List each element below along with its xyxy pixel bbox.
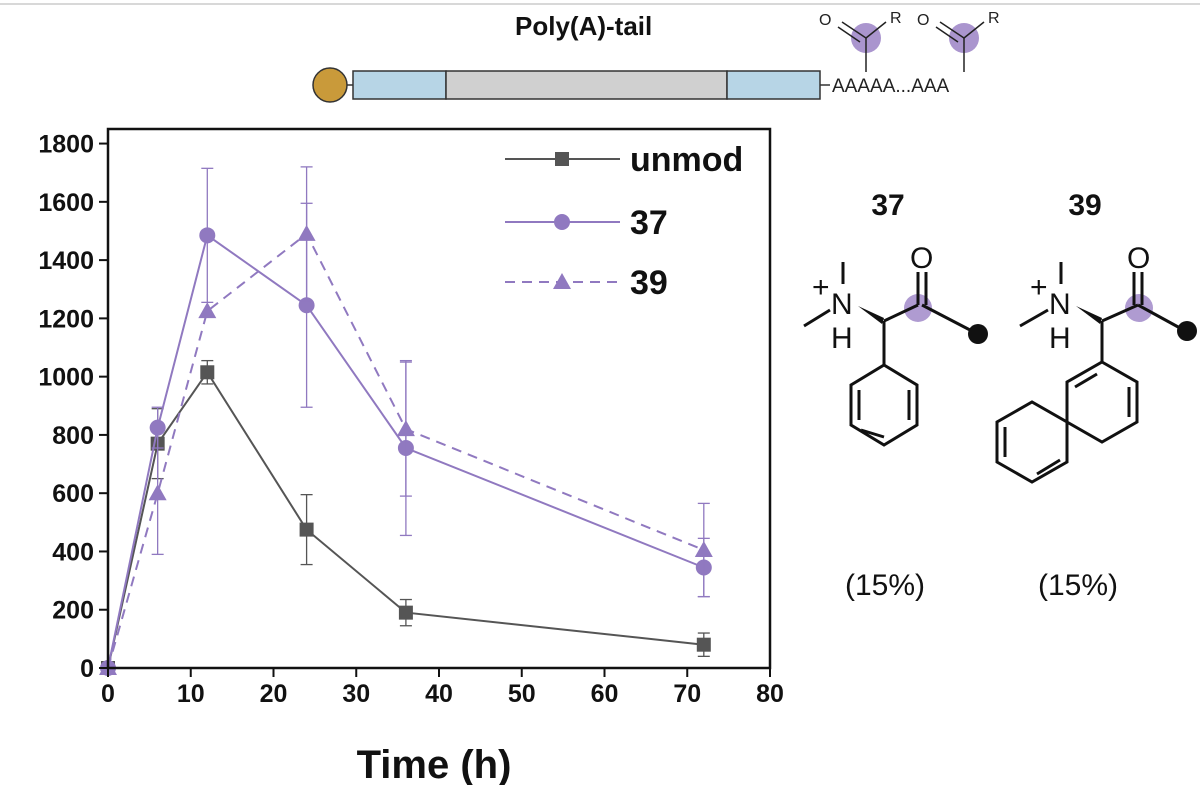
legend-label-unmod: unmod [630,141,743,179]
five-prime-utr [352,70,447,100]
x-tick-label: 60 [591,680,619,708]
oxygen-atom: O [910,242,933,275]
y-tick-label: 600 [52,480,94,508]
data-point-39 [148,484,167,501]
data-point-39 [694,541,713,558]
x-axis-label: Time (h) [357,743,512,785]
diagram-title: Poly(A)-tail [515,11,652,41]
r-group: R [890,10,902,27]
data-point-39 [396,420,415,437]
yield-percent: (15%) [845,569,925,602]
data-point-unmod [299,522,314,537]
yield-percent: (15%) [1038,569,1118,602]
bond-line [1019,308,1049,328]
x-tick-label: 50 [508,680,536,708]
y-tick-label: 400 [52,538,94,566]
bond-line [841,21,867,39]
bond-line [803,308,831,328]
compound-label: 37 [871,189,904,222]
aromatic-bond [1036,458,1061,476]
data-point-39 [198,302,217,319]
y-tick-label: 1200 [38,305,94,333]
legend-marker-37 [554,214,570,230]
charge-plus: + [1030,271,1048,304]
bond-line [1137,303,1181,330]
bond-line [837,26,861,43]
five-prime-cap [312,67,348,103]
modification-highlight [1125,294,1153,322]
carbonyl-oxygen: O [917,12,929,29]
attachment-point [968,324,988,344]
bond-line [1101,303,1139,323]
legend-label-37: 37 [630,204,668,242]
structure-39: 39 + N H O (15%) [995,189,1197,602]
three-prime-utr [726,70,821,100]
y-tick-label: 0 [80,655,94,683]
poly-a-sequence: AAAAA...AAA [832,76,950,97]
aromatic-bond [860,428,885,439]
bond-line [921,303,971,332]
legend-label-39: 39 [630,264,668,302]
x-tick-label: 30 [342,680,370,708]
compound-label: 39 [1068,189,1101,222]
legend-marker-39 [553,273,571,289]
data-point-unmod [200,365,215,380]
x-tick-label: 20 [260,680,288,708]
series-line-unmod [107,370,704,669]
wedge-bond [1076,306,1102,324]
modification-1: O R [819,10,902,72]
nitrogen-atom: N [1049,288,1071,321]
y-tick-label: 200 [52,597,94,625]
y-tick-label: 1600 [38,189,94,217]
wedge-bond [858,306,884,324]
legend-marker-unmod [555,152,569,166]
x-tick-label: 10 [177,680,205,708]
y-tick-label: 1000 [38,364,94,392]
x-tick-label: 80 [756,680,784,708]
naphthalene-ring-b [995,400,1069,484]
modification-2: O R [917,10,1000,72]
y-tick-label: 1400 [38,247,94,275]
hydrogen-atom: H [1049,322,1071,355]
y-tick-label: 1800 [38,131,94,159]
data-point-37 [199,227,216,244]
axes: 0 10 20 30 40 50 60 70 8002004006008001000120014… [38,131,784,708]
series-line-37 [107,233,705,669]
structure-37: 37 + N H O (15%) [803,189,988,602]
bond-line [939,21,965,39]
charge-plus: + [812,271,830,304]
series-39 [99,166,713,675]
coding-sequence [445,70,728,100]
x-tick-label: 0 [101,680,115,708]
attachment-point [1177,321,1197,341]
y-tick-label: 800 [52,422,94,450]
aromatic-bond [1074,372,1098,389]
r-group: R [988,10,1000,27]
x-tick-label: 40 [425,680,453,708]
bond-line [883,303,919,323]
carbonyl-oxygen: O [819,12,831,29]
naphthalene-ring-a [1065,360,1139,444]
line-chart: 0 10 20 30 40 50 60 70 8002004006008001000120014… [38,127,784,785]
bond-line [865,21,887,39]
x-tick-label: 70 [673,680,701,708]
data-point-unmod [696,637,711,652]
bond-line [963,21,985,39]
data-point-unmod [398,605,413,620]
mrna-diagram: Poly(A)-tail AAAAA...AAA O R O R [312,10,1000,103]
legend: unmod 37 39 [505,141,743,302]
series-line-39 [107,232,705,669]
benzene-ring [849,363,919,447]
hydrogen-atom: H [831,322,853,355]
oxygen-atom: O [1127,242,1150,275]
plot-content [99,166,713,676]
bond-line [935,26,959,43]
data-point-39 [297,224,316,241]
nitrogen-atom: N [831,288,853,321]
